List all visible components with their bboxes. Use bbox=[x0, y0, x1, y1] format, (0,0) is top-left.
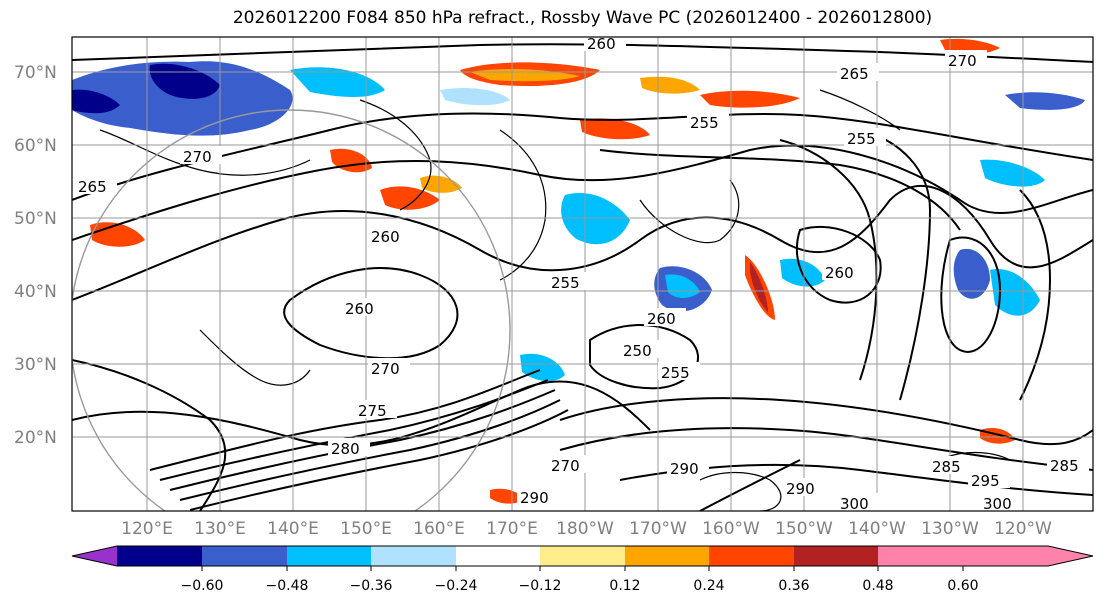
colorbar-segment bbox=[963, 546, 1048, 566]
range-circle bbox=[72, 109, 511, 511]
colorbar-segment bbox=[287, 546, 371, 566]
colorbar-outline bbox=[71, 545, 1094, 567]
contour-label: 300 bbox=[840, 495, 869, 513]
contour-label: 300 bbox=[983, 495, 1012, 513]
contour-label: 260 bbox=[587, 35, 616, 53]
lon-label: 140°E bbox=[267, 519, 319, 539]
contour-label: 255 bbox=[847, 130, 876, 148]
colorbar-tick-label: −0.48 bbox=[266, 578, 309, 594]
contour-label: 270 bbox=[948, 52, 977, 70]
colorbar-max-extension bbox=[1048, 546, 1093, 566]
colorbar-segment bbox=[456, 546, 540, 566]
colorbar-tick-label: −0.60 bbox=[181, 578, 224, 594]
contour-label-layer: 260 265 270 270 255 255 260 260 265 255 … bbox=[75, 35, 1089, 513]
contour-label: 285 bbox=[1050, 457, 1079, 475]
colorbar-tick-label: 0.60 bbox=[947, 578, 978, 594]
map-title: 2026012200 F084 850 hPa refract., Rossby… bbox=[232, 8, 933, 28]
colorbar-segment bbox=[709, 546, 794, 566]
lon-label: 140°W bbox=[848, 519, 906, 539]
colorbar-segment bbox=[371, 546, 456, 566]
lat-label: 70°N bbox=[14, 63, 57, 83]
lat-label: 40°N bbox=[14, 282, 57, 302]
lat-label: 50°N bbox=[14, 209, 57, 229]
lat-label: 20°N bbox=[14, 428, 57, 448]
colorbar-segment bbox=[878, 546, 963, 566]
contour-label: 295 bbox=[971, 472, 1000, 490]
lon-label: 120°W bbox=[994, 519, 1052, 539]
contour-label: 260 bbox=[345, 300, 374, 318]
contour-label: 260 bbox=[647, 310, 676, 328]
colorbar-tick-label: −0.24 bbox=[435, 578, 478, 594]
colorbar-min-extension bbox=[72, 546, 117, 566]
colorbar-segment bbox=[202, 546, 287, 566]
contour-label: 265 bbox=[78, 178, 107, 196]
contour-label: 265 bbox=[840, 65, 869, 83]
contour-label: 255 bbox=[661, 364, 690, 382]
colorbar-tick-label: 0.36 bbox=[778, 578, 809, 594]
contour-label: 280 bbox=[331, 440, 360, 458]
contour-label: 260 bbox=[825, 264, 854, 282]
longitude-axis: 120°E 130°E 140°E 150°E 160°E 170°E 180°… bbox=[121, 519, 1052, 539]
colorbar-tick-label: 0.48 bbox=[862, 578, 893, 594]
contour-label: 270 bbox=[551, 457, 580, 475]
colorbar-ticks bbox=[201, 566, 964, 571]
contour-label: 260 bbox=[371, 228, 400, 246]
lon-label: 160°E bbox=[413, 519, 465, 539]
contour-label: 290 bbox=[520, 489, 549, 507]
contour-label: 275 bbox=[358, 402, 387, 420]
contour-label: 255 bbox=[551, 274, 580, 292]
lon-label: 130°W bbox=[921, 519, 979, 539]
contour-label: 250 bbox=[623, 342, 652, 360]
contour-label: 285 bbox=[932, 458, 961, 476]
colorbar-tick-label: 0.24 bbox=[693, 578, 724, 594]
lat-label: 30°N bbox=[14, 355, 57, 375]
contour-label: 270 bbox=[371, 360, 400, 378]
lon-label: 130°E bbox=[194, 519, 246, 539]
colorbar: −0.60 −0.48 −0.36 −0.24 −0.12 0.12 0.24 … bbox=[71, 545, 1094, 594]
shaded-anomaly-layer bbox=[72, 38, 1085, 504]
colorbar-segment bbox=[540, 546, 625, 566]
lat-label: 60°N bbox=[14, 136, 57, 156]
lon-label: 160°W bbox=[702, 519, 760, 539]
colorbar-segment bbox=[794, 546, 878, 566]
lon-label: 120°E bbox=[121, 519, 173, 539]
colorbar-tick-label: 0.12 bbox=[609, 578, 640, 594]
contour-label: 290 bbox=[786, 480, 815, 498]
colorbar-segment bbox=[625, 546, 709, 566]
lon-label: 180°W bbox=[556, 519, 614, 539]
fine-contour-lines bbox=[99, 89, 1011, 511]
colorbar-tick-label: −0.12 bbox=[519, 578, 562, 594]
colorbar-tick-label: −0.36 bbox=[350, 578, 393, 594]
lon-label: 170°E bbox=[486, 519, 538, 539]
latitude-axis: 70°N 60°N 50°N 40°N 30°N 20°N bbox=[14, 63, 57, 448]
lon-label: 170°W bbox=[629, 519, 687, 539]
contour-label: 270 bbox=[183, 148, 212, 166]
contour-label: 255 bbox=[690, 114, 719, 132]
contour-lines bbox=[72, 43, 1093, 511]
colorbar-segment bbox=[117, 546, 202, 566]
contour-label: 290 bbox=[670, 460, 699, 478]
lon-label: 150°E bbox=[340, 519, 392, 539]
plot-frame bbox=[71, 36, 1094, 512]
map-grid bbox=[72, 37, 1093, 511]
lon-label: 150°W bbox=[775, 519, 833, 539]
